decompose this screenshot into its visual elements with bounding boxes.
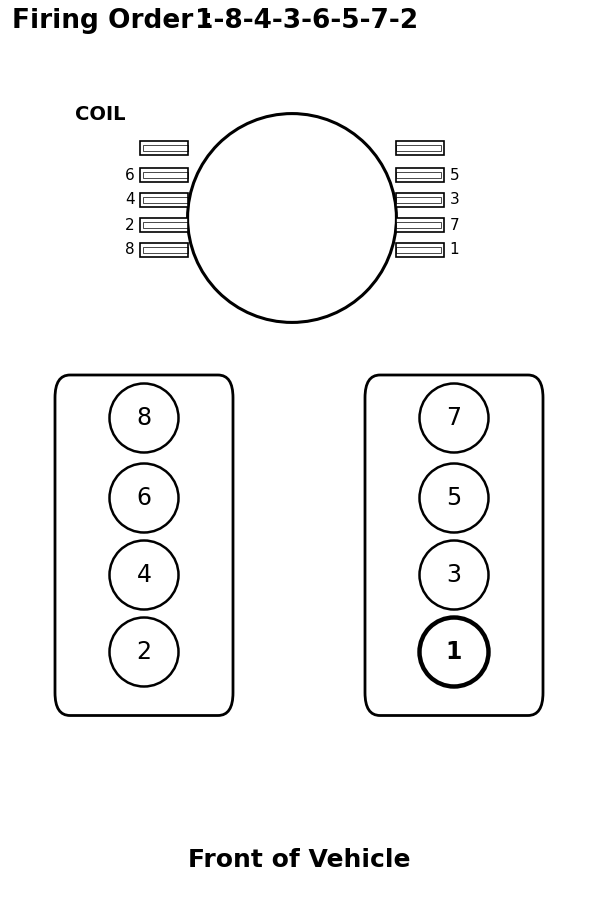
Text: 2: 2 [137, 640, 152, 664]
Text: 7: 7 [446, 406, 461, 430]
Text: COIL: COIL [75, 105, 126, 124]
Text: 6: 6 [137, 486, 152, 510]
Bar [140, 192, 187, 207]
Text: 7: 7 [449, 218, 459, 232]
Text: 3: 3 [446, 563, 461, 587]
Bar [140, 168, 187, 183]
Text: 1-8-4-3-6-5-7-2: 1-8-4-3-6-5-7-2 [195, 8, 418, 34]
Text: 5: 5 [449, 167, 459, 183]
Bar [397, 192, 444, 207]
Text: 3: 3 [449, 192, 459, 208]
FancyBboxPatch shape [55, 375, 233, 716]
Bar [140, 141, 187, 155]
Ellipse shape [187, 114, 397, 322]
Text: 1: 1 [446, 640, 462, 664]
Bar [397, 141, 444, 155]
Bar [397, 222, 441, 228]
Bar [140, 242, 187, 257]
Text: 8: 8 [137, 406, 152, 430]
Bar [140, 218, 187, 232]
Text: 4: 4 [137, 563, 152, 587]
Bar [143, 247, 187, 253]
Text: 6: 6 [125, 167, 135, 183]
Bar [397, 197, 441, 203]
Text: 4: 4 [125, 192, 135, 208]
Text: Front of Vehicle: Front of Vehicle [188, 848, 411, 872]
Text: Firing Order :: Firing Order : [12, 8, 231, 34]
Bar [397, 218, 444, 232]
Bar [397, 172, 441, 178]
Bar [143, 172, 187, 178]
Bar [397, 247, 441, 253]
Text: 1: 1 [449, 242, 459, 258]
Text: 2: 2 [125, 218, 135, 232]
Bar [143, 144, 187, 152]
Text: 5: 5 [446, 486, 462, 510]
FancyBboxPatch shape [365, 375, 543, 716]
Bar [397, 144, 441, 152]
Bar [397, 242, 444, 257]
Bar [397, 168, 444, 183]
Bar [143, 197, 187, 203]
Bar [143, 222, 187, 228]
Text: 8: 8 [125, 242, 135, 258]
